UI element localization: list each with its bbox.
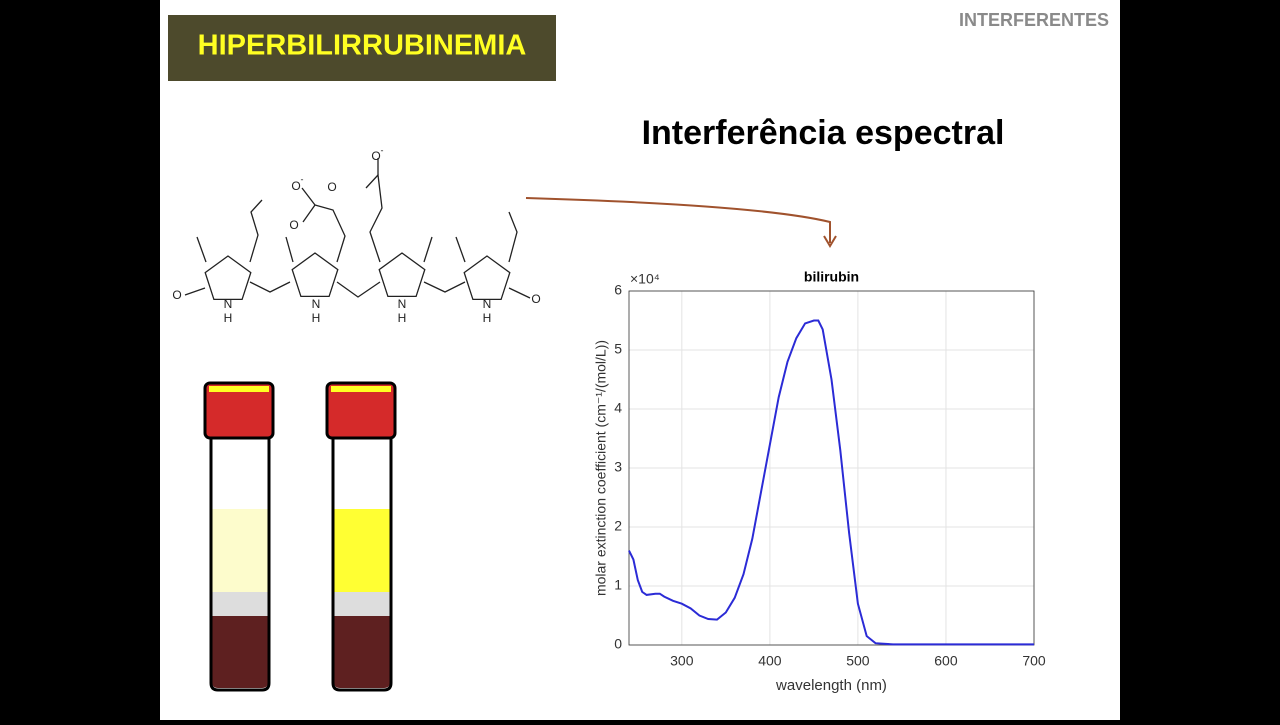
atom-label: N <box>483 297 492 311</box>
serum <box>334 509 390 592</box>
gel <box>212 592 268 616</box>
bond <box>249 281 291 293</box>
atom-label: O <box>172 288 181 302</box>
tubes <box>203 381 397 692</box>
atom-label: H <box>398 311 407 325</box>
atom-label: - <box>301 174 304 184</box>
cells <box>334 616 390 688</box>
ring <box>378 252 426 298</box>
arrow-head <box>823 235 837 248</box>
y-tick-label: 2 <box>614 518 622 534</box>
data-line <box>628 319 1034 646</box>
subtitle: Interferência espectral <box>642 114 1005 152</box>
y-tick-label: 4 <box>614 400 622 416</box>
bond <box>196 236 207 263</box>
cap <box>203 381 275 440</box>
bond <box>285 236 294 263</box>
atom-label: O <box>291 179 300 193</box>
bond <box>508 287 531 299</box>
serum <box>212 509 268 592</box>
x-axis-label: wavelength (nm) <box>775 677 887 694</box>
x-tick-label: 700 <box>1022 653 1046 669</box>
atom-label: H <box>483 311 492 325</box>
slide-title: HIPERBILIRRUBINEMIA <box>198 30 527 62</box>
section-label: INTERFERENTES <box>959 10 1109 30</box>
ring <box>204 255 252 301</box>
bond <box>301 187 316 206</box>
atom-label: O <box>371 149 380 163</box>
x-tick-label: 400 <box>758 653 782 669</box>
tube-top <box>334 438 390 510</box>
cap <box>325 381 397 440</box>
x-tick-label: 500 <box>846 653 870 669</box>
atom-label: O <box>531 292 540 306</box>
bond <box>508 211 518 263</box>
bond <box>365 173 383 263</box>
bond <box>302 204 346 263</box>
atom-label: O <box>327 180 336 194</box>
atom-label: N <box>398 297 407 311</box>
tube-outline <box>331 438 393 692</box>
bond <box>249 199 263 263</box>
cells <box>212 616 268 688</box>
atom-label: H <box>312 311 321 325</box>
y-multiplier: ×10⁴ <box>630 271 660 287</box>
cap-band <box>331 386 391 392</box>
ring <box>463 255 511 301</box>
molecule <box>184 158 531 301</box>
bond <box>423 236 433 263</box>
plot-frame <box>628 290 1035 646</box>
atom-label: O <box>289 218 298 232</box>
bond <box>184 287 206 296</box>
atom-label: - <box>381 145 384 155</box>
atom-label: H <box>224 311 233 325</box>
x-tick-label: 300 <box>670 653 694 669</box>
atom-label: N <box>224 297 233 311</box>
bond <box>336 281 381 298</box>
y-tick-label: 5 <box>614 341 622 357</box>
gel <box>334 592 390 616</box>
y-tick-label: 3 <box>614 459 622 475</box>
bond <box>455 236 466 263</box>
title-box <box>168 15 556 81</box>
atom-label: N <box>312 297 321 311</box>
arrow <box>525 197 831 243</box>
x-tick-label: 600 <box>934 653 958 669</box>
y-tick-label: 6 <box>614 282 622 298</box>
tube-top <box>212 438 268 510</box>
cap-band <box>209 386 269 392</box>
y-axis-label: molar extinction coefficient (cm⁻¹/(mol/… <box>593 340 609 596</box>
tube-outline <box>209 438 271 692</box>
bond <box>423 281 466 293</box>
y-tick-label: 0 <box>614 636 622 652</box>
ring <box>291 252 339 298</box>
y-tick-label: 1 <box>614 577 622 593</box>
chart-title: bilirubin <box>804 269 859 285</box>
